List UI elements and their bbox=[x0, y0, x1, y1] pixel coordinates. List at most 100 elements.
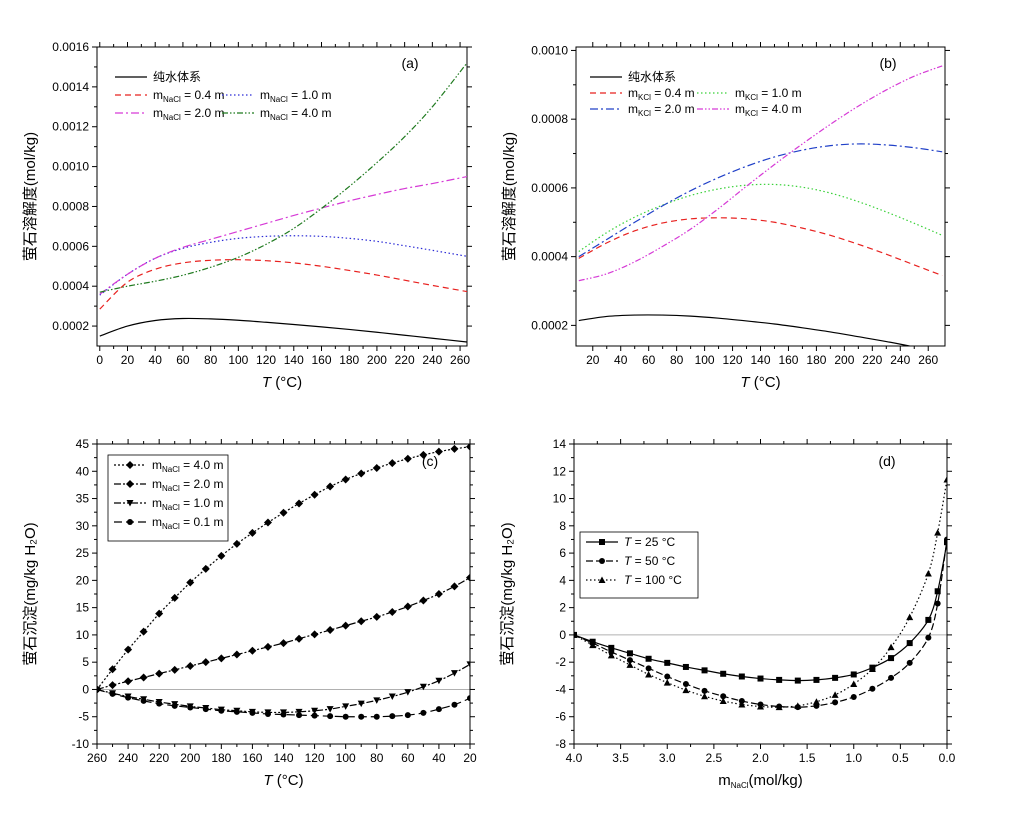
label-text: = 4.0 m bbox=[180, 458, 224, 472]
data-point bbox=[263, 518, 272, 527]
series-line bbox=[578, 217, 943, 277]
data-point bbox=[850, 693, 857, 700]
legend-marker bbox=[599, 558, 605, 564]
x-tick-label: 40 bbox=[149, 353, 163, 367]
panel-label: (d) bbox=[878, 453, 895, 469]
y-tick-label: 0.0010 bbox=[52, 160, 89, 174]
data-point bbox=[248, 646, 257, 655]
x-axis-symbol: T bbox=[740, 374, 751, 391]
x-axis-label: T (°C) bbox=[263, 772, 303, 789]
x-tick-label: 140 bbox=[750, 353, 770, 367]
data-point bbox=[233, 708, 240, 715]
data-point bbox=[388, 459, 397, 468]
legend-label: 纯水体系 bbox=[153, 70, 201, 84]
label-subscript: NaCl bbox=[731, 781, 749, 790]
x-tick-label: 80 bbox=[670, 353, 684, 367]
x-tick-label: 2.5 bbox=[706, 751, 723, 765]
y-tick-label: 15 bbox=[76, 601, 90, 615]
data-point bbox=[420, 709, 427, 716]
legend-marker bbox=[126, 480, 134, 488]
series-2 bbox=[99, 235, 467, 296]
label-subscript: NaCl bbox=[162, 503, 180, 512]
series-line bbox=[574, 542, 947, 682]
data-point bbox=[934, 600, 941, 607]
series-3 bbox=[97, 686, 470, 720]
data-point bbox=[435, 706, 442, 713]
series-1 bbox=[99, 259, 467, 310]
data-point bbox=[404, 689, 412, 696]
label-text: = 1.0 m bbox=[758, 86, 802, 100]
data-point bbox=[124, 645, 133, 654]
y-tick-label: -2 bbox=[555, 655, 566, 669]
series-3 bbox=[578, 143, 943, 258]
series-line bbox=[99, 62, 467, 293]
x-axis-unit: (°C) bbox=[271, 374, 302, 391]
label-prefix: m bbox=[152, 515, 162, 529]
data-point bbox=[171, 702, 178, 709]
label-subscript: NaCl bbox=[270, 113, 288, 122]
data-point bbox=[155, 609, 164, 618]
data-point bbox=[186, 662, 195, 670]
label-prefix: m bbox=[628, 102, 638, 116]
label-prefix: m bbox=[153, 88, 163, 102]
data-point bbox=[794, 702, 802, 709]
legend-label: mKCl = 1.0 m bbox=[735, 86, 802, 102]
legend-marker bbox=[599, 539, 605, 545]
y-tick-label: 0.0010 bbox=[531, 43, 568, 57]
data-point bbox=[435, 677, 443, 685]
series-line bbox=[578, 143, 943, 258]
series-line bbox=[578, 65, 943, 282]
data-point bbox=[450, 670, 458, 677]
data-point bbox=[701, 687, 708, 694]
y-tick-label: 8 bbox=[559, 519, 566, 533]
x-axis-symbol: T bbox=[262, 374, 273, 391]
data-point bbox=[263, 642, 272, 651]
label-prefix: m bbox=[735, 86, 745, 100]
label-text: = 2.0 m bbox=[181, 106, 225, 120]
data-point bbox=[310, 630, 319, 639]
data-point bbox=[664, 659, 671, 666]
x-tick-label: 160 bbox=[242, 751, 262, 765]
data-point bbox=[326, 482, 335, 491]
data-point bbox=[202, 706, 209, 713]
series-0 bbox=[574, 539, 947, 684]
series-line bbox=[578, 183, 943, 252]
label-subscript: KCl bbox=[745, 109, 758, 118]
series-0 bbox=[99, 317, 467, 343]
y-tick-label: 2 bbox=[559, 601, 566, 615]
y-tick-label: 45 bbox=[76, 437, 90, 451]
data-point bbox=[232, 650, 241, 659]
data-point bbox=[626, 650, 633, 657]
label-text: = 1.0 m bbox=[180, 496, 224, 510]
x-tick-label: 240 bbox=[118, 751, 138, 765]
y-axis-label: 萤石沉淀(mg/kg H₂O) bbox=[22, 522, 39, 665]
data-point bbox=[342, 713, 349, 720]
x-axis-unit: (°C) bbox=[750, 374, 781, 391]
label-prefix: m bbox=[152, 477, 162, 491]
data-point bbox=[403, 454, 412, 463]
data-point bbox=[701, 667, 708, 674]
data-point bbox=[419, 596, 428, 605]
x-tick-label: 0 bbox=[96, 353, 103, 367]
x-tick-label: 160 bbox=[311, 353, 331, 367]
data-point bbox=[589, 641, 597, 649]
data-point bbox=[249, 709, 256, 716]
x-tick-label: 260 bbox=[918, 353, 938, 367]
label-text: 纯水体系 bbox=[628, 70, 676, 84]
x-tick-label: 200 bbox=[834, 353, 854, 367]
label-text: = 0.4 m bbox=[181, 88, 225, 102]
data-point bbox=[832, 674, 839, 681]
legend-marker bbox=[126, 500, 134, 507]
data-point bbox=[664, 673, 671, 680]
label-prefix: m bbox=[153, 106, 163, 120]
y-tick-label: -6 bbox=[555, 710, 566, 724]
x-axis-unit: (°C) bbox=[273, 772, 304, 789]
data-point bbox=[934, 529, 942, 536]
data-point bbox=[109, 690, 116, 697]
data-point bbox=[906, 613, 914, 621]
label-prefix: m bbox=[735, 102, 745, 116]
label-subscript: KCl bbox=[638, 109, 651, 118]
data-point bbox=[248, 528, 257, 537]
data-point bbox=[626, 661, 634, 668]
